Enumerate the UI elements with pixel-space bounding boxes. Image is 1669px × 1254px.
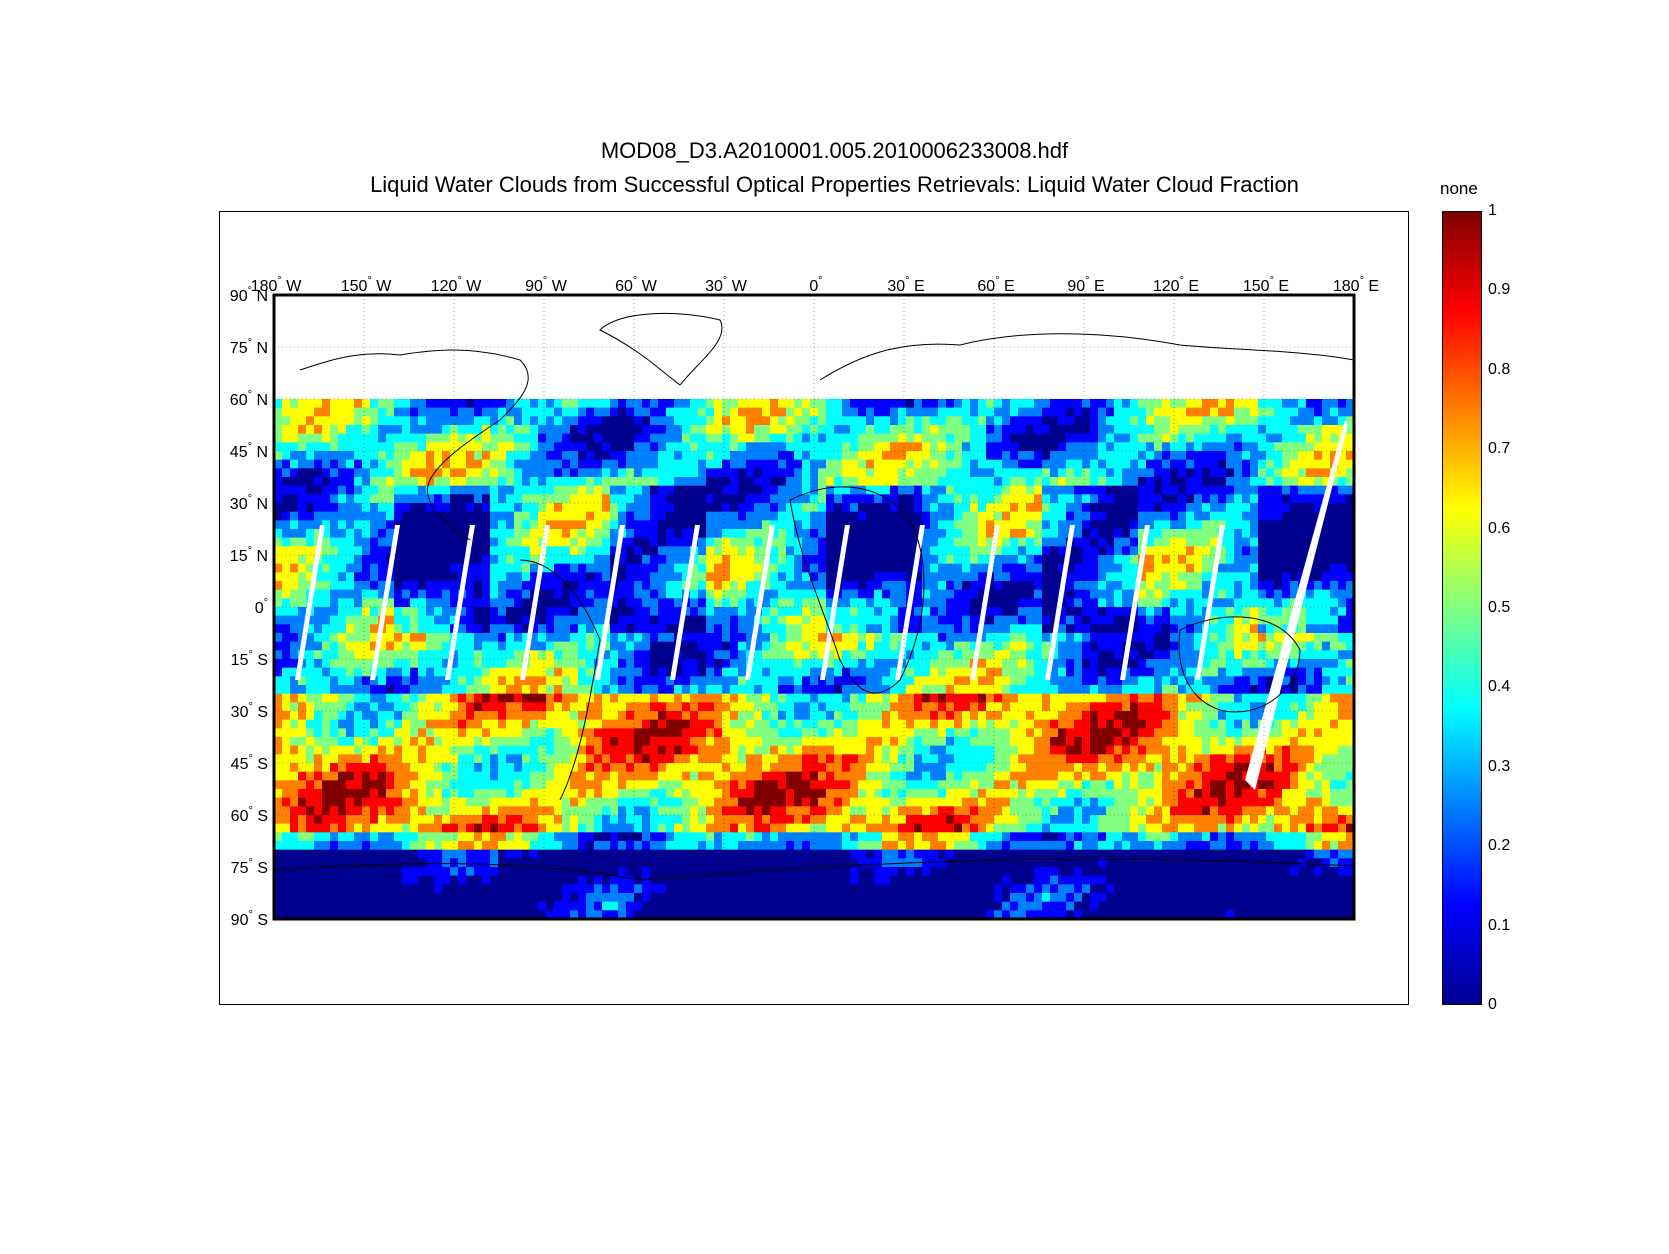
latitude-label: 90° N xyxy=(230,285,268,305)
latitude-label: 15° S xyxy=(231,649,268,669)
longitude-label: 30° W xyxy=(705,275,748,295)
latitude-labels: 90° N 75° N 60° N 45° N 30° N 15° N 0° 15° S 30°… xyxy=(230,285,268,929)
latitude-label: 15° N xyxy=(230,545,268,565)
colorbar-tick-label: 0.5 xyxy=(1488,599,1511,616)
colorbar-tick-label: 0.6 xyxy=(1488,519,1511,537)
coastline-africa xyxy=(789,486,925,694)
latitude-label: 30° N xyxy=(230,493,268,513)
orbit-gap xyxy=(1045,525,1075,680)
colorbar-tick-label: 0.1 xyxy=(1488,916,1511,934)
orbit-gap xyxy=(595,525,625,680)
coastline-greenland xyxy=(599,312,723,386)
orbit-gap xyxy=(820,525,850,680)
longitude-labels: 180° W 150° W 120° W 90° W 60° W 30° W 0° 30° E… xyxy=(251,275,1379,295)
orbit-gap xyxy=(295,525,325,680)
orbit-gap xyxy=(970,525,1000,680)
longitude-label: 180° W xyxy=(251,275,303,295)
latitude-label: 75° S xyxy=(231,857,268,877)
longitude-label: 120° E xyxy=(1153,275,1199,295)
colorbar-tick-label: 0.2 xyxy=(1488,837,1511,855)
orbit-gap xyxy=(670,525,700,680)
cloud-fraction-field xyxy=(274,399,1354,919)
coastlines xyxy=(274,312,1354,881)
latitude-label: 45° S xyxy=(231,753,268,773)
longitude-label: 60° E xyxy=(977,275,1014,295)
colorbar-units-label: none xyxy=(1440,179,1478,198)
orbit-gap xyxy=(895,525,925,680)
longitude-label: 120° W xyxy=(431,275,483,295)
colorbar xyxy=(1442,211,1482,1005)
graticule xyxy=(274,295,1354,919)
longitude-label: 150° E xyxy=(1243,275,1289,295)
colorbar-tick-label: 1 xyxy=(1488,202,1497,219)
map-border xyxy=(272,293,1356,921)
longitude-label: 150° W xyxy=(341,275,393,295)
colorbar-tick-label: 0.3 xyxy=(1488,757,1511,775)
axes-frame xyxy=(219,211,1409,1005)
orbit-gap xyxy=(520,525,550,680)
orbit-gap xyxy=(370,525,400,680)
latitude-label: 30° S xyxy=(231,701,268,721)
latitude-label: 45° N xyxy=(230,441,268,461)
latitude-label: 60° N xyxy=(230,389,268,409)
colorbar-tick-label: 0.4 xyxy=(1488,678,1511,696)
coastline-north-america xyxy=(299,349,529,541)
coastline-south-america xyxy=(519,559,601,801)
latitude-label: 75° N xyxy=(230,337,268,357)
latitude-label: 90° S xyxy=(231,909,268,929)
coastline-eurasia xyxy=(819,333,1354,381)
latitude-label: 0° xyxy=(255,597,268,617)
longitude-label: 90° E xyxy=(1067,275,1104,295)
figure-title: MOD08_D3.A2010001.005.2010006233008.hdf xyxy=(600,138,1069,163)
longitude-label: 0° xyxy=(809,275,822,295)
longitude-label: 180° E xyxy=(1333,275,1379,295)
colorbar-tick-label: 0.8 xyxy=(1488,360,1511,378)
figure-subtitle: Liquid Water Clouds from Successful Opti… xyxy=(370,172,1299,197)
longitude-label: 30° E xyxy=(887,275,924,295)
longitude-label: 90° W xyxy=(525,275,568,295)
orbit-gap xyxy=(1195,525,1225,680)
colorbar-tick-label: 0.9 xyxy=(1488,281,1511,299)
orbit-gap xyxy=(445,525,475,680)
colorbar-tick-label: 0 xyxy=(1488,996,1497,1013)
orbit-gap xyxy=(1120,525,1150,680)
coastline-antarctica xyxy=(274,858,1354,881)
coastline-australia xyxy=(1178,616,1301,713)
longitude-label: 60° W xyxy=(615,275,658,295)
orbit-gap xyxy=(745,525,775,680)
colorbar-tick-label: 0.7 xyxy=(1488,440,1511,458)
latitude-label: 60° S xyxy=(231,805,268,825)
orbit-gap-wedge xyxy=(1245,420,1348,790)
